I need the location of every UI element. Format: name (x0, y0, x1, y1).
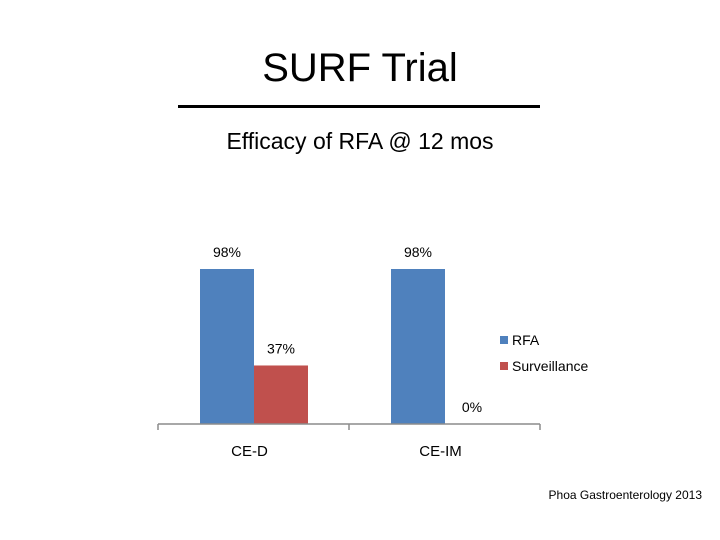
legend-swatch-surveillance (500, 362, 508, 370)
bar-ce-d-rfa (200, 269, 254, 424)
legend-swatch-rfa (500, 336, 508, 344)
citation: Phoa Gastroenterology 2013 (548, 488, 702, 502)
data-label-ce-im-rfa: 98% (404, 244, 432, 260)
x-tick-label-ce-d: CE-D (231, 443, 268, 460)
legend-label-rfa: RFA (512, 332, 540, 348)
slide-subtitle: Efficacy of RFA @ 12 mos (226, 128, 494, 154)
data-label-ce-im-surveillance: 0% (462, 399, 482, 415)
data-label-ce-d-rfa: 98% (213, 244, 241, 260)
slide-title: SURF Trial (262, 46, 458, 90)
legend-label-surveillance: Surveillance (512, 358, 588, 374)
bar-ce-d-surveillance (254, 365, 308, 424)
data-label-ce-d-surveillance: 37% (267, 340, 295, 356)
title-divider (178, 105, 540, 108)
bar-ce-im-rfa (391, 269, 445, 424)
x-tick-label-ce-im: CE-IM (419, 443, 462, 460)
